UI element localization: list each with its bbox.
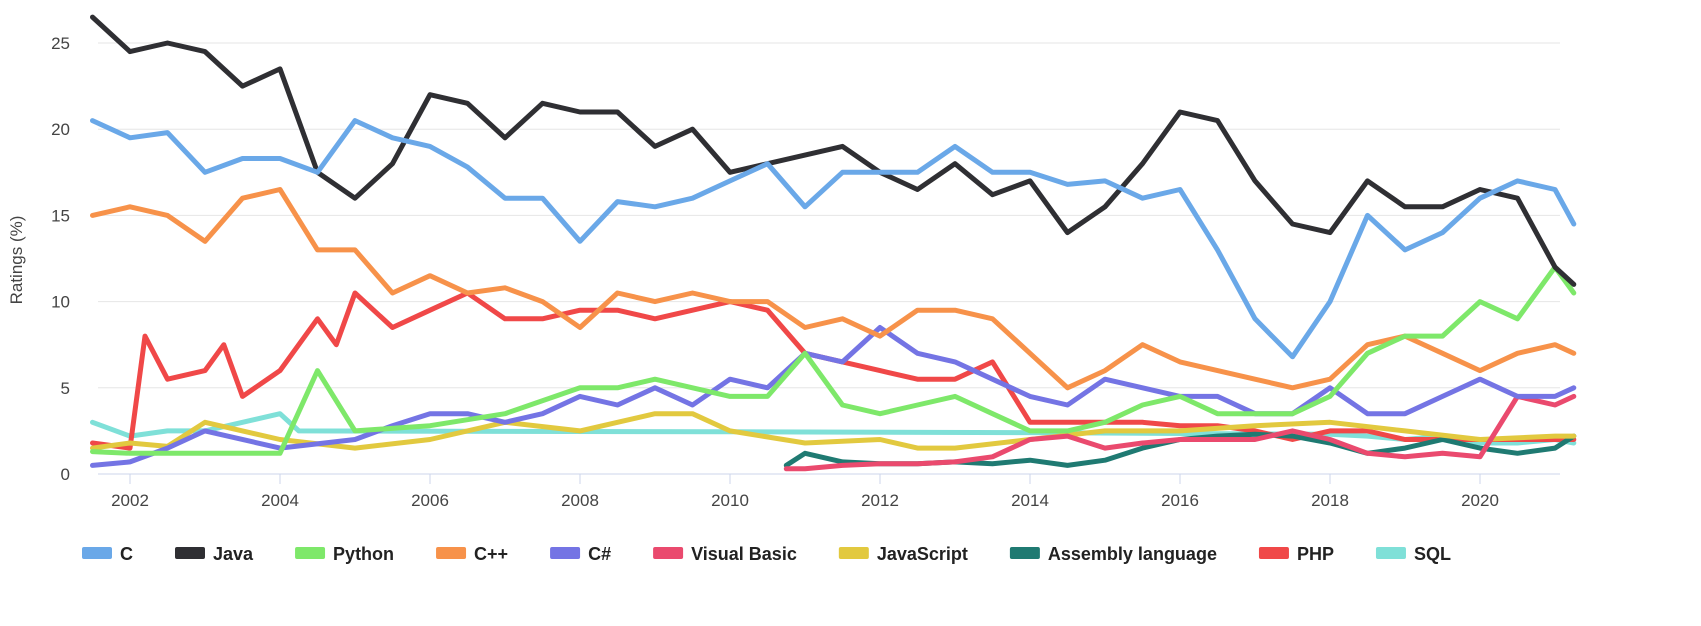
legend-swatch <box>1375 547 1406 559</box>
legend-swatch <box>653 547 684 559</box>
legend-label: Java <box>213 544 254 564</box>
y-tick-label: 25 <box>51 34 70 53</box>
legend-item-php[interactable]: PHP <box>1258 544 1334 564</box>
legend-item-c[interactable]: C <box>82 544 133 564</box>
series-line-c-[interactable] <box>90 325 1577 468</box>
legend-swatch <box>838 547 869 559</box>
x-tick-label: 2008 <box>561 491 599 510</box>
series-line-java[interactable] <box>90 14 1577 287</box>
legend-swatch <box>175 547 205 559</box>
series-line-c[interactable] <box>90 118 1577 360</box>
legend-item-javascript[interactable]: JavaScript <box>838 544 968 564</box>
x-tick-label: 2016 <box>1161 491 1199 510</box>
legend-label: JavaScript <box>877 544 968 564</box>
x-tick-label: 2004 <box>261 491 299 510</box>
legend-swatch <box>1258 547 1289 559</box>
legend-label: SQL <box>1414 544 1451 564</box>
legend-label: C++ <box>474 544 508 564</box>
legend-item-python[interactable]: Python <box>295 544 394 564</box>
x-tick-label: 2002 <box>111 491 149 510</box>
x-tick-label: 2010 <box>711 491 749 510</box>
y-tick-label: 15 <box>51 206 70 225</box>
legend-swatch <box>82 547 112 559</box>
series-line-python[interactable] <box>90 264 1577 456</box>
legend-item-sql[interactable]: SQL <box>1375 544 1451 564</box>
legend-item-assembly-language[interactable]: Assembly language <box>1009 544 1217 564</box>
series-line-javascript[interactable] <box>90 411 1577 451</box>
y-tick-label: 5 <box>61 379 70 398</box>
legend-item-c-[interactable]: C++ <box>436 544 508 564</box>
x-tick-label: 2012 <box>861 491 899 510</box>
x-tick-label: 2020 <box>1461 491 1499 510</box>
y-tick-label: 10 <box>51 293 70 312</box>
legend-label: Assembly language <box>1048 544 1217 564</box>
y-tick-label: 20 <box>51 120 70 139</box>
legend-swatch <box>550 547 581 559</box>
legend-item-visual-basic[interactable]: Visual Basic <box>653 544 797 564</box>
series-line-sql[interactable] <box>90 411 1577 446</box>
series-line-c-[interactable] <box>90 187 1577 391</box>
series-line-visual-basic[interactable] <box>783 393 1577 472</box>
legend-swatch <box>295 547 326 559</box>
legend-label: C# <box>588 544 611 564</box>
series-line-php[interactable] <box>90 290 1577 451</box>
x-tick-label: 2014 <box>1011 491 1049 510</box>
legend-label: PHP <box>1297 544 1334 564</box>
legend-label: C <box>120 544 133 564</box>
legend-item-java[interactable]: Java <box>175 544 254 564</box>
legend-label: Python <box>333 544 394 564</box>
x-tick-label: 2006 <box>411 491 449 510</box>
y-axis-label: Ratings (%) <box>7 216 26 305</box>
y-tick-label: 0 <box>61 465 70 484</box>
x-tick-label: 2018 <box>1311 491 1349 510</box>
legend-swatch <box>436 547 467 559</box>
legend-swatch <box>1009 547 1040 559</box>
legend-item-c-[interactable]: C# <box>550 544 611 564</box>
legend-label: Visual Basic <box>691 544 797 564</box>
